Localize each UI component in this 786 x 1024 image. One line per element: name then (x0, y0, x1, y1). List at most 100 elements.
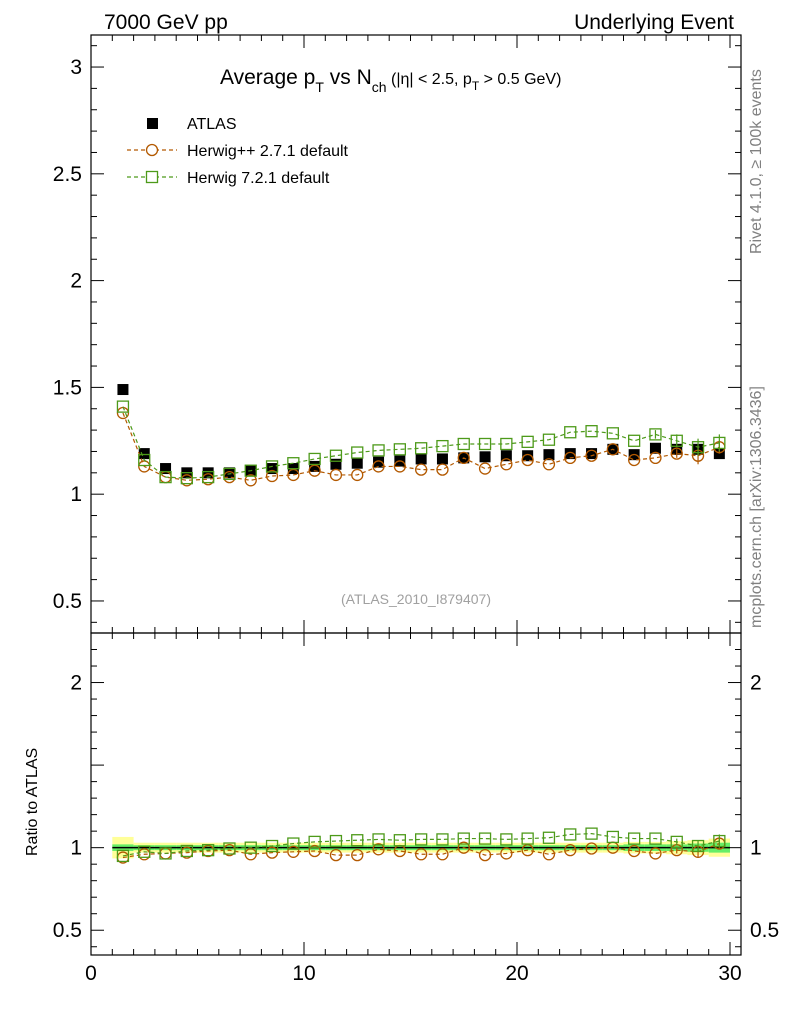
atlas-data-point (160, 463, 172, 475)
herwig7-point (372, 444, 385, 457)
ratio-herwig7-point (159, 847, 172, 860)
herwig7-point (628, 434, 641, 447)
herwig7-point (201, 470, 215, 484)
atlas-data-point (266, 463, 278, 475)
herwigpp-point (287, 468, 300, 482)
ratio-herwigpp-point (308, 844, 321, 858)
herwig7-point (585, 425, 598, 438)
herwig7-point (670, 434, 683, 447)
herwigpp-point (478, 462, 492, 475)
herwigpp-point (372, 460, 385, 473)
herwig7-point (180, 472, 194, 485)
herwig7-point (138, 453, 151, 467)
herwig7-point (542, 433, 556, 446)
herwig7-point (223, 467, 236, 481)
atlas-data-point (223, 467, 235, 479)
ratio-herwig7-point (564, 828, 577, 841)
legend: ATLAS Herwig++ 2.7.1 default Herwig 7.2.… (127, 116, 349, 187)
ratio-herwig7-point (691, 839, 705, 853)
herwig7-point (691, 441, 705, 454)
herwig7-point (606, 427, 619, 440)
main-y-tick-label: 2.5 (53, 163, 82, 186)
ratio-herwig7-point (351, 834, 364, 847)
atlas-data-point (586, 448, 598, 460)
ratio-herwigpp-point (542, 848, 556, 861)
herwig7-point (287, 457, 300, 470)
herwigpp-point (308, 464, 321, 477)
herwigpp-point (436, 463, 449, 476)
header-left: 7000 GeV pp (104, 11, 228, 34)
herwigpp-point (521, 453, 534, 467)
atlas-data-point (543, 449, 555, 461)
herwig7-point (116, 400, 130, 413)
herwigpp-point (628, 453, 641, 467)
ratio-herwigpp-point (564, 843, 577, 857)
atlas-data-point (351, 457, 363, 469)
x-tick-label: 20 (505, 962, 528, 985)
ratio-herwigpp-point (457, 841, 470, 854)
atlas-data-point (330, 458, 342, 470)
atlas-data-point (500, 450, 512, 462)
herwig7-point (351, 446, 364, 459)
atlas-data-point (373, 456, 385, 468)
ratio-herwig7-point (457, 832, 470, 845)
herwigpp-point (351, 468, 364, 482)
ratio-herwig7-point (649, 832, 662, 845)
legend-herwig7-label: Herwig 7.2.1 default (187, 170, 330, 187)
x-tick-label: 30 (718, 962, 741, 985)
ratio-herwig7-point (308, 835, 321, 849)
herwigpp-point (329, 468, 343, 482)
ratio-y-tick-label-right: 2 (750, 672, 762, 695)
ratio-herwig7-point (265, 839, 279, 853)
ratio-herwigpp-point (478, 848, 492, 862)
herwig7-point (393, 443, 407, 456)
ratio-axis-ticks (90, 632, 741, 955)
ratio-herwig7-point (606, 830, 619, 844)
ratio-herwig7-point (372, 833, 385, 846)
ratio-herwig7-point (116, 849, 130, 863)
ratio-y-axis-title: Ratio to ATLAS (24, 748, 41, 856)
ratio-herwigpp-point (287, 845, 300, 858)
herwig7-point (265, 460, 279, 473)
ratio-herwig7-point (244, 841, 257, 854)
ratio-y-tick-label: 2 (70, 672, 82, 695)
atlas-data-point (479, 451, 491, 463)
ratio-herwigpp-point (436, 848, 449, 861)
ratio-herwig7-point (500, 833, 513, 846)
herwigpp-point (564, 451, 577, 465)
atlas-data-point (649, 442, 661, 454)
ratio-herwig7-point (138, 845, 151, 858)
x-tick-label: 10 (292, 962, 315, 985)
herwig7-point (436, 439, 449, 453)
herwig7-point (478, 437, 492, 451)
main-y-tick-label: 2 (70, 270, 82, 293)
ratio-herwig7-point (436, 833, 449, 846)
herwig7-point (244, 464, 257, 477)
herwigpp-point (585, 449, 598, 462)
rivet-label: Rivet 4.1.0, ≥ 100k events (748, 69, 765, 254)
atlas-data-point (436, 453, 448, 465)
main-axis-ticks (90, 35, 741, 633)
title-vs: vs N (324, 66, 372, 89)
ratio-herwig7-point (414, 833, 428, 846)
ratio-herwig7-line (122, 833, 720, 857)
source-label: mcplots.cern.ch [arXiv:1306.3436] (748, 386, 765, 628)
ratio-y-tick-label: 1 (70, 837, 82, 860)
ratio-herwig7-point (478, 832, 492, 845)
herwig7-point (521, 435, 534, 449)
ratio-series-layer (116, 827, 726, 864)
ratio-herwigpp-point (329, 848, 343, 862)
ratio-y-tick-labels: 0.5 1 2 0.5 1 2 (53, 672, 779, 943)
legend-herwigpp-marker (145, 143, 159, 157)
ratio-herwig7-point (287, 837, 300, 850)
ratio-herwig7-point (223, 842, 236, 855)
ratio-herwigpp-point (244, 848, 257, 861)
ratio-herwig7-point (329, 834, 343, 848)
main-y-tick-label: 1.5 (53, 376, 82, 399)
title-sub-T2: T (472, 79, 480, 93)
ratio-herwigpp-point (500, 847, 513, 860)
herwigpp-point (500, 458, 513, 471)
herwig7-line (122, 406, 720, 479)
legend-atlas-marker (147, 118, 158, 129)
